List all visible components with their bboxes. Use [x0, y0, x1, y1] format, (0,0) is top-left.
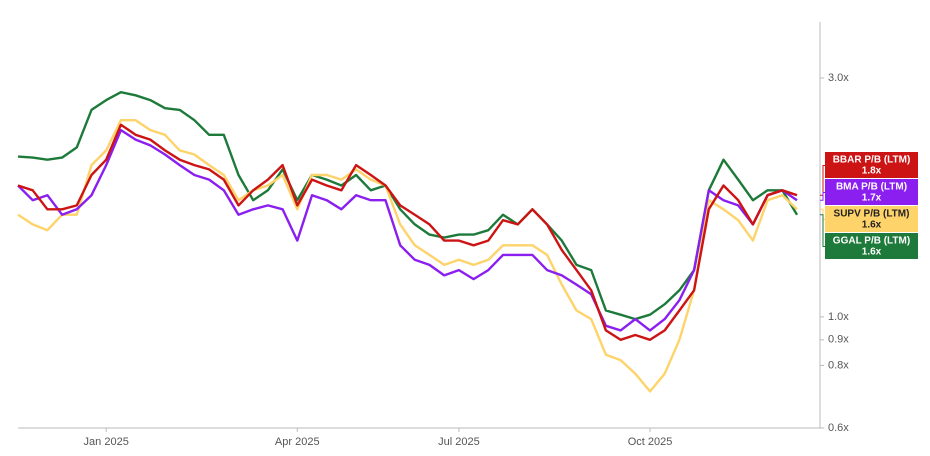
end-value-label: 1.6x [862, 247, 882, 258]
end-value-label: 1.7x [862, 193, 882, 204]
legend-label: BMA P/B (LTM) [836, 182, 907, 193]
legend-label: SUPV P/B (LTM) [834, 209, 910, 220]
series-line [17, 119, 798, 393]
y-tick-label: 0.9x [828, 334, 849, 346]
legend-tag: BBAR P/B (LTM)1.8x [820, 152, 918, 196]
tag-box [825, 152, 918, 178]
x-tick-label: Apr 2025 [275, 436, 320, 448]
tag-box [825, 233, 918, 259]
series-line [17, 128, 798, 332]
tag-connector [820, 192, 825, 201]
series-line [17, 91, 799, 321]
tag-connector [820, 165, 825, 196]
legend-tag: SUPV P/B (LTM)1.6x [820, 206, 918, 232]
tag-box [825, 179, 918, 205]
y-tick-label: 0.8x [828, 359, 849, 371]
y-tick-label: 0.6x [828, 422, 849, 434]
tag-box [825, 206, 918, 232]
x-tick-label: Oct 2025 [628, 436, 673, 448]
legend-tag: GGAL P/B (LTM)1.6x [820, 214, 918, 259]
y-tick-label: 1.0x [828, 311, 849, 323]
series-line [17, 123, 798, 341]
end-value-label: 1.6x [862, 220, 882, 231]
y-tick-label: 3.0x [828, 72, 849, 84]
tag-connector [820, 214, 825, 247]
legend-tag: BMA P/B (LTM)1.7x [820, 179, 918, 205]
x-tick-label: Jul 2025 [438, 436, 480, 448]
end-value-label: 1.8x [862, 166, 882, 177]
x-tick-label: Jan 2025 [84, 436, 129, 448]
legend-label: BBAR P/B (LTM) [833, 155, 911, 166]
legend-label: GGAL P/B (LTM) [833, 236, 910, 247]
